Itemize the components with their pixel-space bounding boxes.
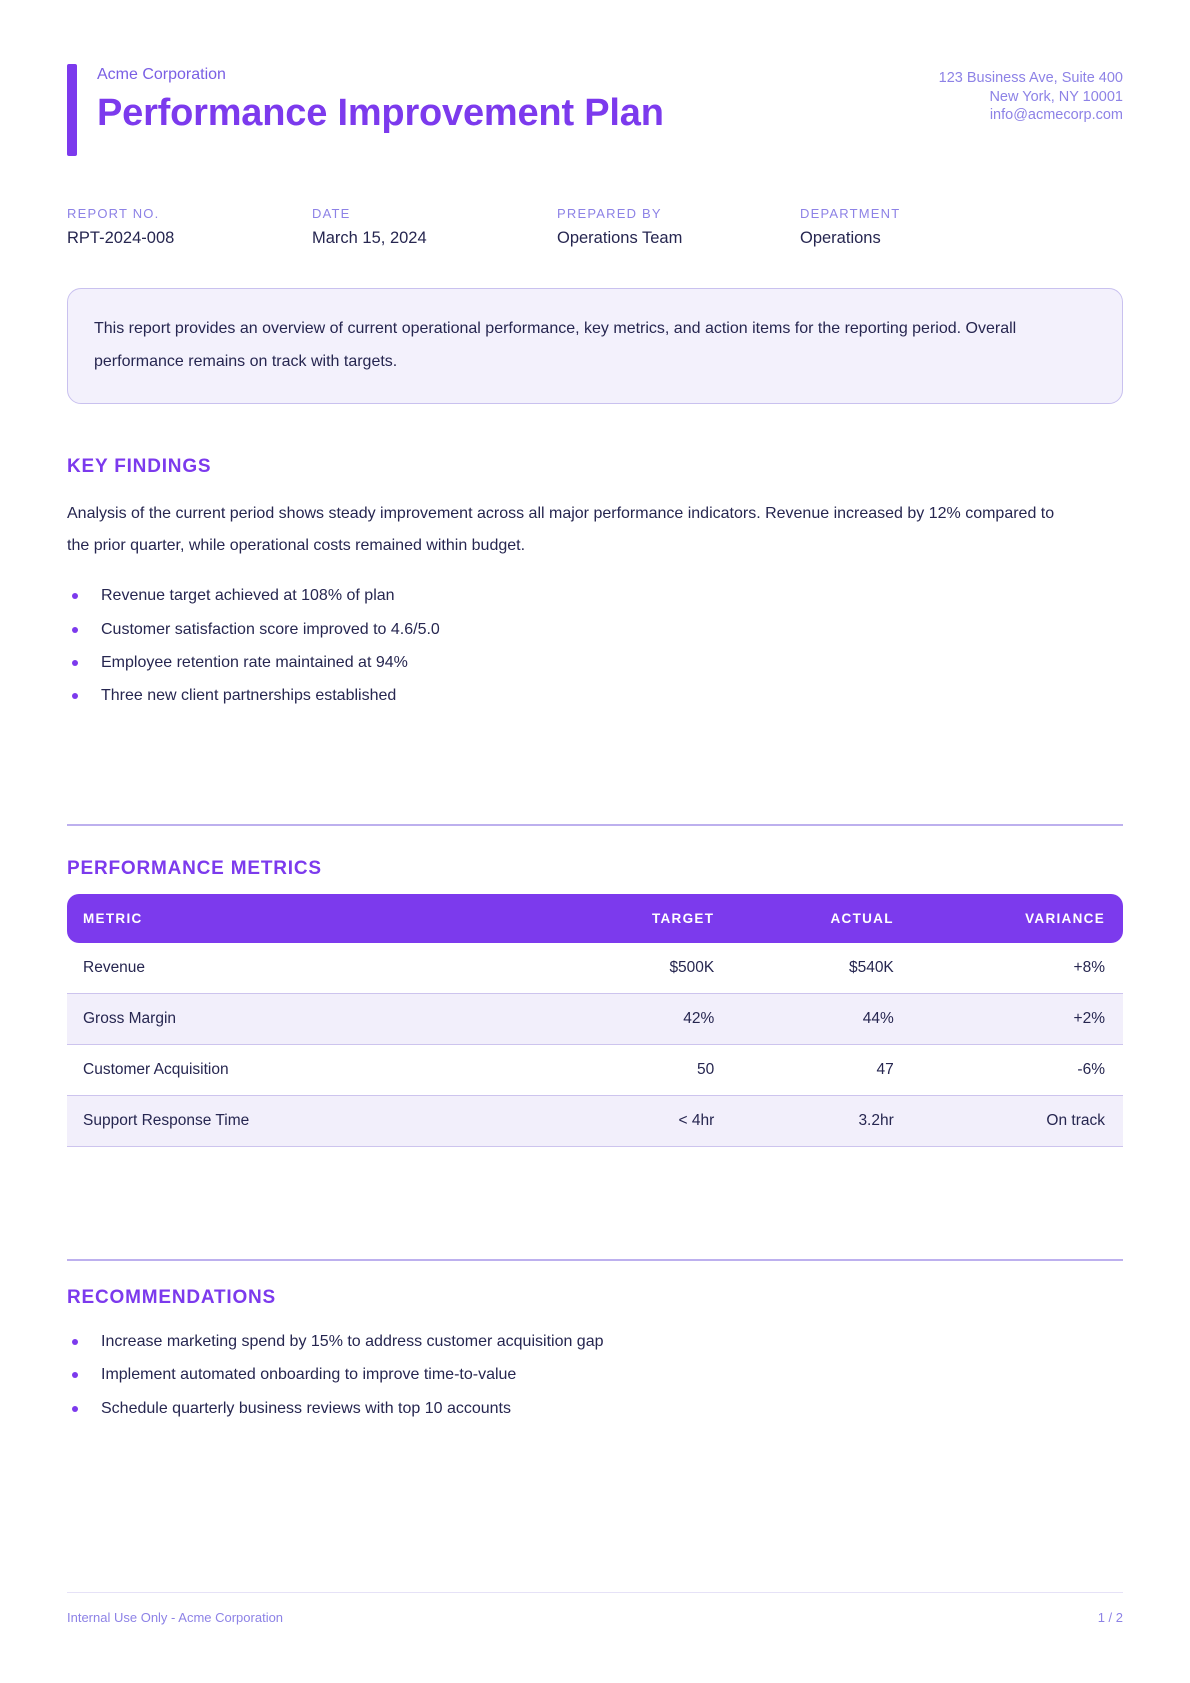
- list-item-text: Three new client partnerships establishe…: [101, 687, 397, 705]
- list-item: Employee retention rate maintained at 94…: [67, 654, 1123, 672]
- report-header: Acme Corporation Performance Improvement…: [67, 64, 1123, 156]
- cell-target: 50: [697, 1060, 715, 1078]
- cell-metric: Revenue: [83, 958, 146, 976]
- cell-actual: 44%: [732, 992, 912, 1045]
- meta-field-value: Operations Team: [557, 229, 683, 247]
- company-address: 123 Business Ave, Suite 400 New York, NY…: [939, 64, 1123, 126]
- bullet-dot: [72, 1372, 78, 1379]
- cell-actual: $540K: [848, 958, 894, 976]
- list-item-text: Employee retention rate maintained at 94…: [101, 653, 408, 671]
- column-header-target: TARGET: [552, 893, 733, 943]
- table-head: METRIC TARGET ACTUAL VARIANCE: [67, 893, 1123, 943]
- metrics-table: METRIC TARGET ACTUAL VARIANCE Revenue $5…: [67, 893, 1123, 1147]
- table-row: Customer Acquisition 50 47 -6%: [67, 1045, 1123, 1095]
- table-header-row: METRIC TARGET ACTUAL VARIANCE: [67, 893, 1123, 943]
- bullet-dot: [72, 593, 78, 600]
- list-item: Customer satisfaction score improved to …: [67, 621, 1123, 639]
- header-titles: Acme Corporation Performance Improvement…: [97, 64, 664, 156]
- meta-field-value: March 15, 2024: [312, 229, 427, 247]
- cell-variance: -6%: [1077, 1060, 1105, 1078]
- header-title-block: Acme Corporation Performance Improvement…: [67, 64, 664, 156]
- section-divider: [67, 1258, 1123, 1261]
- meta-field-label: DEPARTMENT: [800, 206, 901, 221]
- cell-metric: Gross Margin: [67, 992, 553, 1045]
- cell-variance: +2%: [911, 992, 1123, 1045]
- performance-metrics-section: PERFORMANCE METRICS METRIC TARGET ACTUAL…: [67, 858, 1123, 1147]
- meta-field: REPORT NO. RPT-2024-008: [67, 206, 312, 248]
- footer-classification-text: Internal Use Only - Acme Corporation: [67, 1610, 284, 1625]
- column-header-metric: METRIC: [67, 893, 553, 943]
- meta-field-value: RPT-2024-008: [67, 229, 175, 247]
- cell-actual: 47: [876, 1060, 894, 1078]
- cell-metric: Customer Acquisition: [83, 1060, 229, 1078]
- bullet-dot: [72, 1405, 78, 1412]
- cell-variance: +8%: [1073, 958, 1105, 976]
- table-row: Gross Margin 42% 44% +2%: [67, 992, 1123, 1045]
- list-item-text: Revenue target achieved at 108% of plan: [101, 587, 395, 605]
- bullet-dot: [72, 626, 78, 633]
- summary-text: This report provides an overview of curr…: [94, 320, 1017, 370]
- column-header-actual: ACTUAL: [732, 893, 912, 943]
- accent-bar: [67, 64, 77, 156]
- list-item-text: Schedule quarterly business reviews with…: [101, 1399, 511, 1417]
- list-item: Three new client partnerships establishe…: [67, 687, 1123, 705]
- cell-metric: Support Response Time: [67, 1094, 553, 1147]
- table-row: Revenue $500K $540K +8%: [67, 943, 1123, 993]
- cell-target: 42%: [552, 992, 733, 1045]
- meta-row: REPORT NO. RPT-2024-008 DATE March 15, 2…: [67, 206, 1123, 248]
- list-item: Implement automated onboarding to improv…: [67, 1366, 1123, 1384]
- key-findings-section: KEY FINDINGS Analysis of the current per…: [67, 456, 1123, 706]
- list-item: Revenue target achieved at 108% of plan: [67, 587, 1123, 605]
- list-item-text: Customer satisfaction score improved to …: [101, 620, 440, 638]
- recommendations-list: Increase marketing spend by 15% to addre…: [67, 1333, 1123, 1418]
- page-number: 1 / 2: [1097, 1610, 1123, 1625]
- meta-field: DATE March 15, 2024: [312, 206, 557, 248]
- recommendations-section: RECOMMENDATIONS Increase marketing spend…: [67, 1287, 1123, 1418]
- meta-field-label: REPORT NO.: [67, 206, 160, 221]
- meta-field: PREPARED BY Operations Team: [557, 206, 800, 248]
- meta-field-label: PREPARED BY: [557, 206, 662, 221]
- cell-actual: 3.2hr: [732, 1094, 912, 1147]
- page-title: Performance Improvement Plan: [97, 92, 664, 134]
- recommendations-heading: RECOMMENDATIONS: [67, 1286, 277, 1308]
- bullet-dot: [72, 693, 78, 700]
- meta-field-value: Operations: [800, 229, 881, 247]
- cell-target: < 4hr: [552, 1094, 733, 1147]
- table-body: Revenue $500K $540K +8% Gross Margin 42%…: [67, 943, 1123, 1147]
- section-divider: [67, 823, 1123, 826]
- list-item: Schedule quarterly business reviews with…: [67, 1400, 1123, 1418]
- company-name: Acme Corporation: [97, 66, 226, 83]
- address-line: New York, NY 10001: [989, 88, 1123, 105]
- key-findings-list: Revenue target achieved at 108% of plan …: [67, 587, 1123, 706]
- performance-metrics-heading: PERFORMANCE METRICS: [67, 857, 322, 879]
- cell-variance: On track: [911, 1094, 1123, 1147]
- bullet-dot: [72, 659, 78, 666]
- table-row: Support Response Time < 4hr 3.2hr On tra…: [67, 1094, 1123, 1147]
- key-findings-paragraph: Analysis of the current period shows ste…: [67, 504, 1055, 555]
- address-line: 123 Business Ave, Suite 400: [938, 70, 1123, 86]
- list-item: Increase marketing spend by 15% to addre…: [67, 1333, 1123, 1351]
- cell-target: $500K: [669, 958, 715, 976]
- key-findings-heading: KEY FINDINGS: [67, 455, 212, 477]
- summary-box: This report provides an overview of curr…: [67, 288, 1123, 404]
- address-line: info@acmecorp.com: [989, 107, 1123, 124]
- bullet-dot: [72, 1338, 78, 1345]
- list-item-text: Implement automated onboarding to improv…: [101, 1366, 517, 1384]
- list-item-text: Increase marketing spend by 15% to addre…: [101, 1332, 604, 1350]
- meta-field: DEPARTMENT Operations: [800, 206, 1123, 248]
- column-header-variance: VARIANCE: [911, 893, 1123, 943]
- page-footer: Internal Use Only - Acme Corporation 1 /…: [67, 1592, 1123, 1625]
- meta-field-label: DATE: [312, 206, 351, 221]
